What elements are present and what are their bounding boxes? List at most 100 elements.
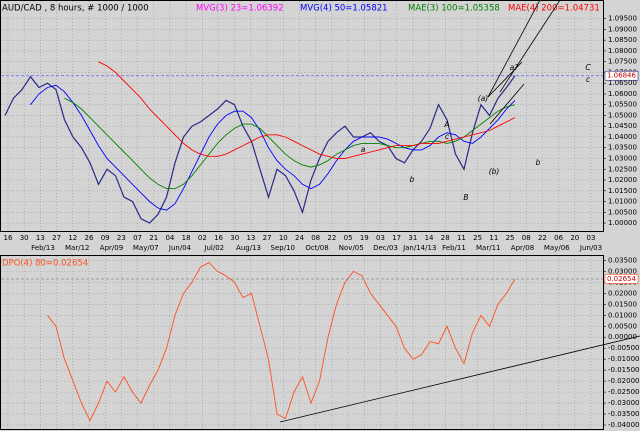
x-tick-label: 16 [4, 234, 13, 242]
x-tick-label: 16 [214, 234, 223, 242]
legend-entry: MAE(4) 200=1.04731 [508, 4, 600, 14]
y-tick-label: 0.00000 [608, 333, 637, 341]
x-tick-label: 07 [133, 234, 142, 242]
x-tick-label: 22 [327, 234, 336, 242]
y-tick-label: -0.04000 [608, 421, 639, 429]
x-tick-label: 08 [311, 234, 320, 242]
annotation: b [410, 175, 415, 184]
x-tick-label: 09 [101, 234, 110, 242]
trend-line [499, 0, 561, 93]
annotation: B [463, 193, 468, 202]
x-tick-label: 21 [149, 234, 158, 242]
x-month-label: Apr/09 [100, 244, 123, 252]
chart-title: AUD/CAD , 8 hours, # 1000 / 1000 [2, 4, 149, 14]
annotation: (a) [478, 94, 489, 103]
series-line [64, 97, 516, 190]
trend-line [487, 0, 541, 98]
y-tick-label: 1.06500 [608, 79, 637, 87]
y-tick-label: 0.01500 [608, 300, 637, 308]
x-month-label: Jun/04 [168, 244, 192, 252]
x-tick-label: 27 [52, 234, 61, 242]
legend-entry: DPO(4) 80=0.02654 [2, 259, 88, 269]
y-tick-label: 1.09500 [608, 15, 637, 23]
x-month-label: Aug/13 [236, 244, 261, 252]
last-value-label: 1.06846 [607, 72, 636, 80]
legend-entry: MVG(4) 50=1.05821 [300, 4, 388, 14]
x-month-label: Apr/08 [511, 244, 534, 252]
x-tick-label: 13 [246, 234, 255, 242]
annotation: c [445, 132, 450, 141]
y-tick-label: -0.02000 [608, 377, 639, 385]
last-value-label: 0.02654 [607, 275, 636, 283]
annotation: A [443, 120, 449, 129]
y-tick-label: 1.02500 [608, 165, 637, 173]
y-tick-label: -0.00500 [608, 344, 639, 352]
x-tick-label: 11 [489, 234, 498, 242]
dpo-panel [0, 255, 604, 430]
y-tick-label: 1.04000 [608, 133, 637, 141]
legend-entry: MAE(3) 100=1.05358 [408, 4, 500, 14]
x-tick-label: 31 [408, 234, 417, 242]
x-tick-label: 25 [473, 234, 482, 242]
x-tick-label: 30 [20, 234, 29, 242]
y-tick-label: -0.01000 [608, 355, 639, 363]
trend-line [279, 335, 640, 423]
x-tick-label: 27 [263, 234, 272, 242]
y-tick-label: -0.03500 [608, 410, 639, 418]
y-tick-label: 1.00000 [608, 219, 637, 227]
last-value-box [604, 274, 639, 284]
x-month-label: May/07 [133, 244, 159, 252]
indicator-label: MVG(3) 23=1.06392 [196, 4, 284, 14]
x-tick-label: 13 [36, 234, 45, 242]
x-tick-label: 02 [198, 234, 207, 242]
x-month-label: Nov/05 [339, 244, 364, 252]
annotation: C [585, 63, 591, 72]
annotation: (b) [489, 167, 500, 176]
y-tick-label: 0.03000 [608, 267, 637, 275]
y-tick-label: 0.03500 [608, 256, 637, 264]
y-tick-label: 1.05000 [608, 111, 637, 119]
x-tick-label: 03 [376, 234, 385, 242]
series-line [98, 61, 516, 159]
x-month-label: Jun/03 [579, 244, 602, 252]
x-month-label: Jan/14/13 [402, 244, 436, 252]
x-tick-label: 20 [570, 234, 579, 242]
x-tick-label: 30 [230, 234, 239, 242]
y-tick-label: 1.04500 [608, 122, 637, 130]
x-tick-label: 25 [506, 234, 515, 242]
annotation: c [586, 75, 591, 84]
x-tick-label: 18 [182, 234, 191, 242]
y-tick-label: 1.05500 [608, 101, 637, 109]
y-tick-label: 0.00500 [608, 322, 637, 330]
trend-lines [279, 0, 640, 423]
x-month-label: Dec/03 [373, 244, 398, 252]
annotation: a [361, 145, 366, 154]
y-tick-label: 1.07500 [608, 58, 637, 66]
x-tick-label: 03 [587, 234, 596, 242]
annotation: b [536, 158, 541, 167]
x-tick-label: 26 [85, 234, 94, 242]
x-tick-label: 11 [457, 234, 466, 242]
y-tick-label: 1.01500 [608, 187, 637, 195]
x-month-label: Feb/13 [31, 244, 55, 252]
y-tick-label: 1.06000 [608, 90, 637, 98]
series-line [47, 262, 516, 422]
y-tick-label: 1.03500 [608, 144, 637, 152]
x-tick-label: 23 [117, 234, 126, 242]
y-tick-label: 1.03000 [608, 154, 637, 162]
y-tick-label: -0.01500 [608, 366, 639, 374]
x-tick-label: 04 [165, 234, 174, 242]
x-month-label: Mar/11 [476, 244, 500, 252]
x-tick-label: 06 [554, 234, 563, 242]
y-tick-label: 1.08000 [608, 47, 637, 55]
y-tick-label: 1.09000 [608, 25, 637, 33]
y-tick-label: 0.02000 [608, 289, 637, 297]
x-tick-label: 17 [392, 234, 401, 242]
y-tick-label: 0.01000 [608, 311, 637, 319]
x-tick-label: 22 [538, 234, 547, 242]
trend-line [489, 83, 525, 125]
x-tick-label: 10 [279, 234, 288, 242]
y-tick-label: 1.02000 [608, 176, 637, 184]
